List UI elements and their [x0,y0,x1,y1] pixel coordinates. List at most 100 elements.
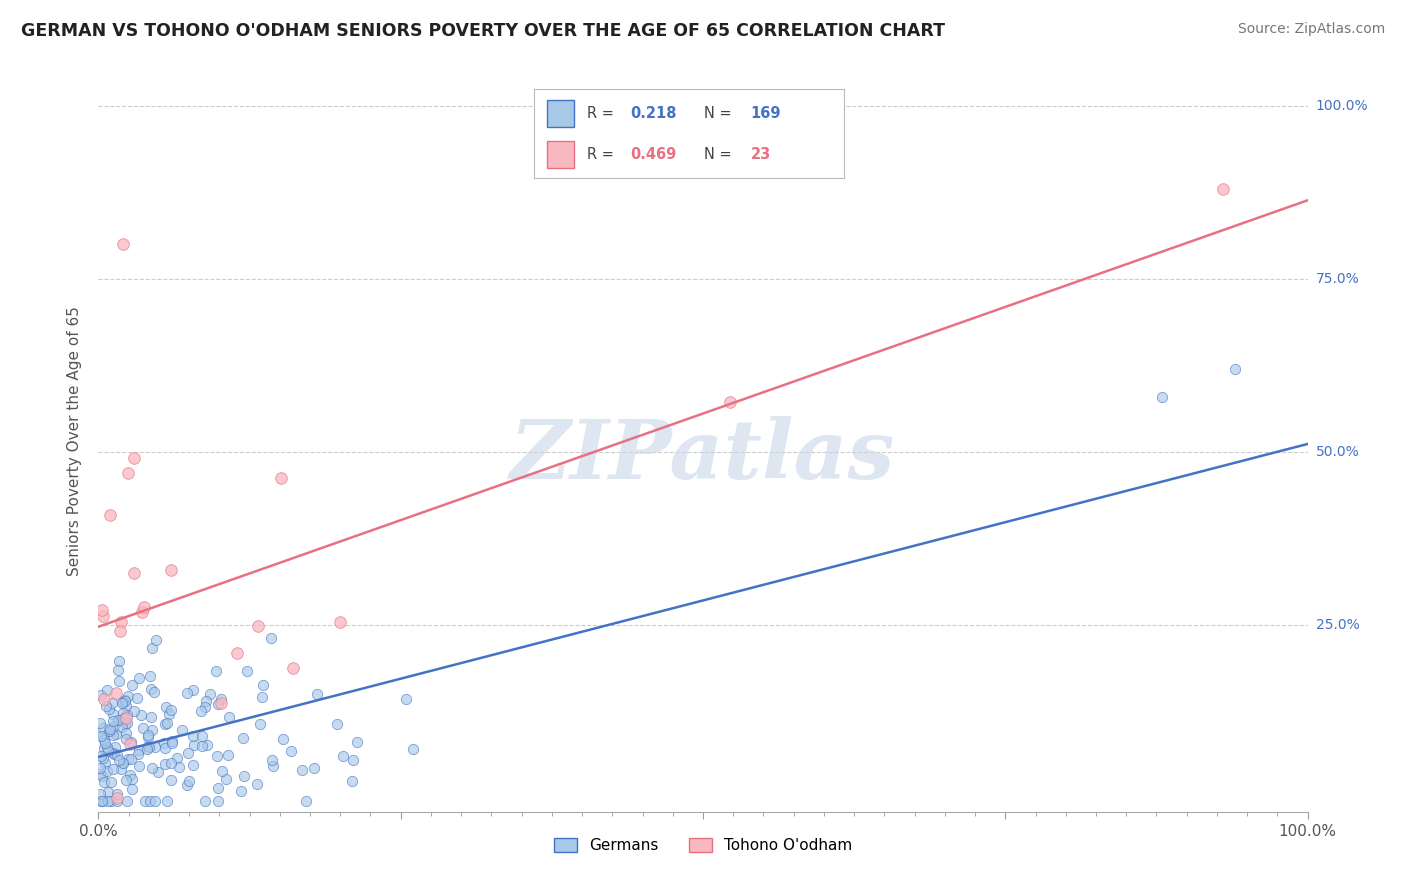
Point [103,746,125,760]
Text: 100.0%: 100.0% [1316,99,1368,113]
Point [105,748,128,763]
Point [93,741,115,756]
Point [125,691,148,706]
Point [132,600,155,615]
Point [128,743,150,757]
Point [139,710,162,724]
Point [114,694,136,708]
Point [143,740,166,755]
Point [291,763,314,777]
Point [169,760,191,774]
Point [141,641,163,656]
Point [325,717,347,731]
Point [117,690,139,704]
Text: GERMAN VS TOHONO O'ODHAM SENIORS POVERTY OVER THE AGE OF 65 CORRELATION CHART: GERMAN VS TOHONO O'ODHAM SENIORS POVERTY… [21,22,945,40]
Point [91,721,114,735]
Text: 0.218: 0.218 [630,106,676,120]
Point [141,681,163,696]
Point [280,743,302,757]
Point [91,794,114,808]
Point [115,773,138,788]
Point [209,691,232,706]
Text: 23: 23 [751,147,770,161]
Point [1212,182,1234,196]
Text: N =: N = [704,106,737,120]
Point [156,794,179,808]
Point [122,566,145,580]
Point [157,706,180,721]
Point [111,719,134,733]
Point [166,750,188,764]
Point [89,716,111,731]
Point [110,615,132,630]
Point [98,724,121,739]
Point [89,761,111,775]
Point [215,772,238,786]
Point [160,563,183,577]
Point [89,788,111,802]
Point [90,748,112,763]
Point [98,508,121,522]
Point [93,691,115,706]
Legend: Germans, Tohono O'odham: Germans, Tohono O'odham [548,832,858,860]
Point [90,794,112,808]
Point [205,664,228,678]
Point [105,686,128,700]
Point [98,702,121,716]
Point [134,794,156,808]
Point [108,673,131,688]
Point [91,729,114,743]
Point [191,739,214,753]
Point [136,731,159,745]
FancyBboxPatch shape [547,141,575,168]
Point [94,699,117,714]
Point [207,697,229,711]
Point [103,719,125,733]
Point [115,794,138,808]
Text: N =: N = [704,147,737,161]
Point [110,762,132,776]
Point [207,781,229,796]
Point [332,748,354,763]
Point [218,710,240,724]
Point [160,703,183,717]
Text: 169: 169 [751,106,782,120]
Point [252,678,274,692]
Point [107,753,129,767]
Point [120,735,142,749]
Point [107,663,129,677]
Point [232,731,254,745]
Point [93,775,115,789]
Point [111,697,134,711]
Point [136,728,159,742]
Point [117,752,139,766]
Point [101,728,124,742]
Text: 25.0%: 25.0% [1316,618,1360,632]
Point [136,742,159,756]
Point [103,740,125,755]
Point [131,605,153,619]
Point [112,711,135,725]
Point [342,753,364,767]
Point [152,736,174,750]
Point [112,696,135,710]
Point [108,624,131,638]
Point [127,747,149,761]
Point [181,729,204,743]
Point [250,690,273,704]
Point [170,723,193,737]
Text: ZIPatlas: ZIPatlas [510,417,896,496]
Point [217,748,239,763]
Point [141,723,163,737]
Point [273,732,295,747]
Point [155,699,177,714]
Point [141,761,163,775]
Point [194,694,217,708]
Point [195,739,218,753]
Point [115,710,138,724]
Point [114,716,136,731]
Point [112,756,135,771]
Point [143,685,166,699]
Point [114,725,136,739]
Point [90,769,112,783]
